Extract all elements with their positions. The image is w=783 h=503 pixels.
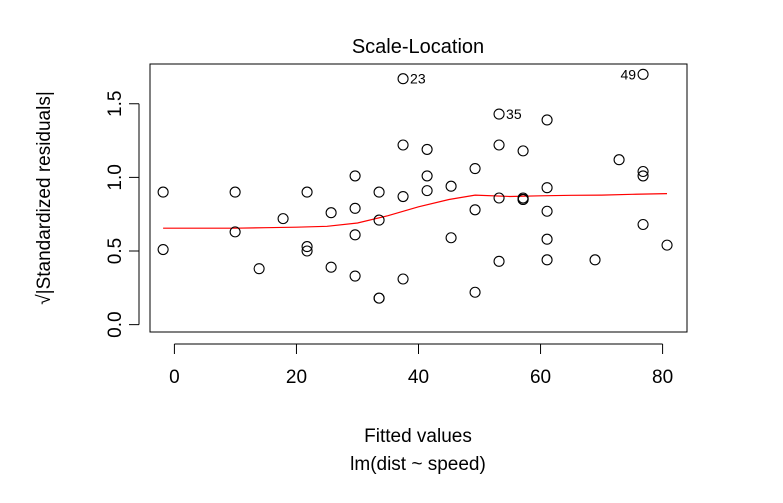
x-tick-label: 80 [652,367,673,388]
lowess-smooth-line [163,194,667,229]
data-point [278,214,288,224]
data-point [326,208,336,218]
data-point [494,193,504,203]
data-point [422,186,432,196]
data-point [350,171,360,181]
data-point [398,140,408,150]
plot-area-frame [150,64,687,332]
data-point [302,246,312,256]
data-points [158,69,672,303]
data-point [638,166,648,176]
data-point [302,242,312,252]
data-point [374,187,384,197]
data-point [614,155,624,165]
x-axis-title: Fitted values [364,426,472,447]
y-axis: 0.0 0.5 1.0 1.5 [105,91,139,338]
point-labels: 23 35 49 [410,66,636,122]
y-tick-label: 0.5 [105,238,126,264]
data-point [350,230,360,240]
data-point [446,233,456,243]
data-point [638,220,648,230]
data-point [542,206,552,216]
chart-subtitle: lm(dist ~ speed) [350,454,486,475]
data-point [494,256,504,266]
data-point [638,69,648,79]
data-point [374,293,384,303]
data-point [230,187,240,197]
data-point [470,164,480,174]
data-point [254,264,264,274]
data-point [374,215,384,225]
x-tick-label: 60 [530,367,551,388]
data-point [398,192,408,202]
data-point [494,109,504,119]
data-point [638,171,648,181]
chart-title: Scale-Location [352,36,484,58]
data-point [590,255,600,265]
x-axis: 0 20 40 60 80 [169,344,673,388]
data-point [542,183,552,193]
data-point [326,262,336,272]
data-point [158,245,168,255]
data-point [398,274,408,284]
data-point [542,234,552,244]
data-point [542,255,552,265]
data-point [422,144,432,154]
data-point [470,205,480,215]
point-label: 35 [506,106,522,122]
data-point [662,240,672,250]
data-point [302,187,312,197]
data-point [542,115,552,125]
data-point [350,203,360,213]
x-tick-label: 40 [408,367,429,388]
y-tick-label: 1.0 [105,164,126,190]
x-tick-label: 0 [169,367,180,388]
data-point [494,140,504,150]
data-point [350,271,360,281]
y-tick-label: 1.5 [105,91,126,117]
data-point [158,187,168,197]
point-label: 23 [410,71,426,87]
data-point [398,74,408,84]
data-point [470,287,480,297]
data-point [518,146,528,156]
y-tick-label: 0.0 [105,311,126,337]
y-axis-title: √|Standardized residuals| [34,91,55,305]
point-label: 49 [620,66,636,82]
x-tick-label: 20 [286,367,307,388]
data-point [422,171,432,181]
data-point [446,181,456,191]
